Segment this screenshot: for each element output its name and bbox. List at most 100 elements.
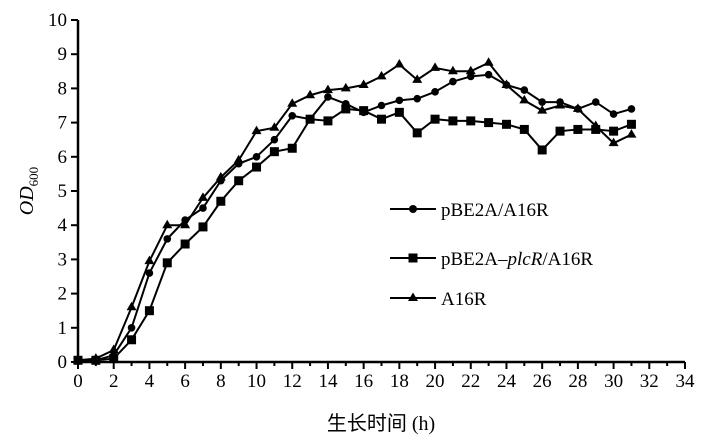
legend-label-part: pBE2A– <box>441 249 508 270</box>
data-point-triangle <box>626 129 637 138</box>
data-point-square <box>127 335 137 345</box>
data-point-circle <box>270 135 279 144</box>
data-point-square <box>180 239 190 249</box>
data-point-circle <box>324 93 332 101</box>
data-point-triangle <box>269 122 280 131</box>
x-tick-label: 32 <box>640 371 659 392</box>
data-point-triangle <box>90 353 101 362</box>
legend-marker-triangle <box>408 292 418 301</box>
data-point-square <box>519 124 529 134</box>
x-tick-label: 20 <box>426 371 445 392</box>
data-point-triangle <box>322 84 333 94</box>
legend-item-pbe2a-a16r: pBE2A/A16R <box>390 200 549 221</box>
y-tick-label: 6 <box>58 147 68 168</box>
data-point-circle <box>145 269 154 277</box>
y-tick-label: 10 <box>48 10 67 31</box>
x-tick-label: 24 <box>497 371 517 392</box>
legend-marker-square <box>408 253 418 263</box>
y-axis-label-sub: 600 <box>26 167 41 187</box>
x-tick-label: 18 <box>390 371 409 392</box>
data-point-square <box>144 306 154 316</box>
data-point-triangle <box>447 65 458 75</box>
data-point-circle <box>252 153 261 161</box>
data-point-square <box>591 124 601 134</box>
x-tick-label: 6 <box>180 371 190 392</box>
data-point-square <box>234 176 244 186</box>
y-tick-label: 0 <box>58 352 68 373</box>
data-point-square <box>466 116 476 126</box>
data-point-triangle <box>572 103 583 112</box>
data-point-square <box>359 106 369 116</box>
legend-marker-circle <box>409 205 417 213</box>
data-point-circle <box>127 324 136 332</box>
x-axis-label: 生长时间 (h) <box>327 412 435 435</box>
data-point-square <box>252 162 262 172</box>
data-point-triangle <box>465 65 476 75</box>
data-point-triangle <box>519 94 530 104</box>
data-point-circle <box>288 111 297 120</box>
y-tick-label: 1 <box>58 318 68 339</box>
data-point-square <box>269 147 279 157</box>
legend-label-part: /A16R <box>542 249 593 270</box>
data-point-triangle <box>180 219 191 229</box>
data-point-square <box>484 118 494 128</box>
data-point-square <box>573 124 583 134</box>
data-point-circle <box>163 235 172 243</box>
data-point-triangle <box>197 192 208 201</box>
data-point-triangle <box>340 82 351 92</box>
data-point-triangle <box>233 154 244 164</box>
series-square <box>73 104 636 365</box>
data-point-triangle <box>305 89 316 99</box>
legend-label: pBE2A–plcR/A16R <box>441 249 593 270</box>
data-point-square <box>305 114 315 124</box>
x-tick-label: 8 <box>216 371 226 392</box>
y-axis-label-main: OD <box>16 186 38 215</box>
data-point-square <box>377 114 386 124</box>
data-point-square <box>430 114 440 124</box>
legend-label-part-italic: plcR <box>506 249 543 270</box>
x-tick-label: 4 <box>145 371 155 392</box>
data-point-triangle <box>144 255 155 265</box>
x-tick-label: 0 <box>73 371 83 392</box>
data-point-triangle <box>537 105 548 114</box>
data-point-triangle <box>430 62 441 71</box>
data-point-square <box>323 116 333 126</box>
x-tick-label: 26 <box>533 371 552 392</box>
series-line <box>78 107 632 362</box>
data-point-circle <box>538 98 546 106</box>
y-tick-label: 2 <box>58 284 68 305</box>
data-point-circle <box>484 70 493 79</box>
data-point-square <box>501 119 511 129</box>
data-point-triangle <box>483 57 494 66</box>
legend: pBE2A/A16R pBE2A–plcR/A16R A16R <box>390 200 593 310</box>
x-tick-label: 28 <box>568 371 587 392</box>
x-tick-label: 22 <box>461 371 480 392</box>
legend-label: pBE2A/A16R <box>441 200 549 221</box>
x-tick-label: 12 <box>283 371 302 392</box>
x-tick-label: 34 <box>676 371 696 392</box>
data-point-triangle <box>73 354 83 364</box>
data-point-square <box>537 145 547 155</box>
data-point-square <box>341 104 351 114</box>
data-point-circle <box>609 110 618 118</box>
data-point-square <box>448 116 458 126</box>
data-point-circle <box>591 98 600 106</box>
data-point-circle <box>466 72 475 81</box>
data-point-square <box>109 354 119 364</box>
series-triangle <box>73 57 637 364</box>
data-point-square <box>555 126 565 136</box>
axes: 0 2 4 6 8 10 12 14 16 18 20 22 24 26 28 30 32 34012345678… <box>48 10 695 392</box>
legend-label: A16R <box>441 289 487 310</box>
data-point-circle <box>395 96 404 105</box>
data-point-square <box>412 128 422 138</box>
series-circle <box>74 70 636 365</box>
legend-item-a16r: A16R <box>390 289 487 310</box>
y-axis-label: OD600 <box>16 167 41 215</box>
data-point-square <box>394 107 404 117</box>
data-point-square <box>287 143 297 153</box>
data-point-circle <box>520 86 529 94</box>
x-tick-label: 2 <box>109 371 119 392</box>
y-tick-label: 3 <box>58 249 68 270</box>
data-point-circle <box>449 77 457 86</box>
x-tick-label: 14 <box>318 371 338 392</box>
